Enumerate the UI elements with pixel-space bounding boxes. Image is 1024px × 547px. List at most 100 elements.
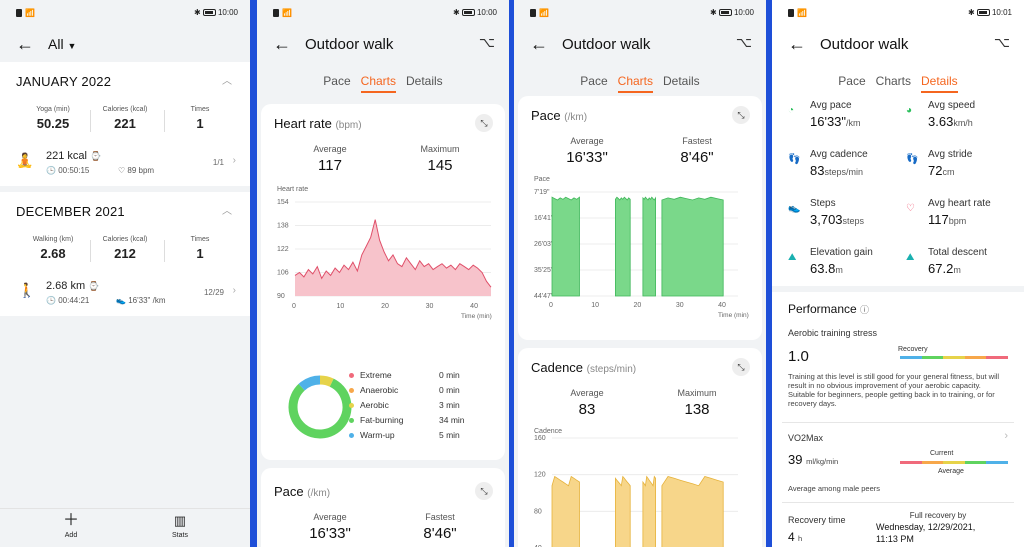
month-section-dec: DECEMBER 2021 ︿ Walking (km) 2.68 Calorie… <box>0 192 250 316</box>
full-recovery-date: Wednesday, 12/29/2021, <box>876 522 976 532</box>
metric-avg-cadence: 👣 Avg cadence 83steps/min <box>772 145 896 191</box>
metric-label: Total descent <box>928 247 987 258</box>
filter-dropdown[interactable]: All ▼ <box>48 36 76 52</box>
entry-duration: 🕒 00:50:15 <box>46 166 89 175</box>
zone-minutes: 0 min <box>439 385 460 395</box>
add-button[interactable]: ＋ Add <box>56 513 86 540</box>
tab-pace[interactable]: Pace <box>323 74 351 88</box>
share-icon[interactable]: ⌥ <box>735 34 752 50</box>
tab-details[interactable]: Details <box>406 74 443 88</box>
bluetooth-icon: ✱ <box>194 8 203 17</box>
zone-name: Anaerobic <box>360 385 399 395</box>
x-axis-title: Time (min) <box>718 312 749 319</box>
workout-entry[interactable]: 🚶 2.68 km ⌚ 🕒 00:44:21 👟 16'33" /km 12/2… <box>0 274 250 310</box>
zone-name: Fat-burning <box>360 415 404 425</box>
tab-details[interactable]: Details <box>921 74 958 93</box>
recovery-label: Recovery time <box>788 515 846 525</box>
stats-button[interactable]: ▥ Stats <box>165 513 195 539</box>
metric-unit: cm <box>942 167 955 177</box>
header: ← Outdoor walk <box>788 34 908 54</box>
expand-icon[interactable]: ⤡ <box>732 106 750 124</box>
watch-icon: ⌚ <box>90 151 102 161</box>
heart-rate-chart: Heart rate 154 138 122 106 90 0 10 20 30 40 Time (m… <box>277 186 492 320</box>
avg-stat: Average 117 <box>285 144 375 174</box>
stride-icon: 👣 <box>906 154 919 165</box>
x-axis-title: Time (min) <box>461 313 492 320</box>
scale-seg <box>900 461 922 464</box>
pace-card: Pace (/km) ⤡ Average 16'33" Fastest 8'46" <box>261 468 505 547</box>
pace-area-segment <box>551 196 580 297</box>
metric-label: Elevation gain <box>810 247 873 258</box>
zone-legend-row: Anaerobic 0 min <box>349 385 460 395</box>
x-tick-label: 30 <box>426 303 434 310</box>
tab-details[interactable]: Details <box>663 74 700 88</box>
footprints-icon: 👣 <box>788 154 801 165</box>
unit-text: (bpm) <box>335 120 362 131</box>
tab-pace[interactable]: Pace <box>838 74 866 88</box>
zone-slice-fat-burning <box>288 378 352 439</box>
share-icon[interactable]: ⌥ <box>478 34 495 50</box>
entry-main: 221 kcal ⌚ <box>46 150 101 162</box>
zone-minutes: 0 min <box>439 370 460 380</box>
tab-charts[interactable]: Charts <box>875 74 911 88</box>
y-tick-label: 120 <box>534 472 546 479</box>
collapse-icon[interactable]: ︿ <box>222 206 232 217</box>
unit-text: (steps/min) <box>586 364 637 375</box>
metric-label: Steps <box>810 198 836 209</box>
zone-legend-row: Aerobic 3 min <box>349 400 460 410</box>
y-tick-label: 44'47" <box>534 293 554 300</box>
y-tick-label: 122 <box>277 246 289 253</box>
metric-label: Avg pace <box>810 100 852 111</box>
pace-chart: Pace 7'19" 16'41" 26'03" 35'25" 44'47" 0 10 20 30… <box>534 176 749 319</box>
chevron-right-icon[interactable]: › <box>1004 430 1008 442</box>
average-tag: Average <box>938 468 964 475</box>
climb-icon: ⛰ <box>788 252 797 263</box>
metric-unit: bpm <box>948 216 967 226</box>
section-divider <box>772 286 1024 292</box>
bluetooth-icon: ✱ <box>710 8 719 17</box>
zone-slice-aerobic <box>319 375 334 387</box>
tab-charts[interactable]: Charts <box>617 74 653 93</box>
status-bar: 📶 ✱ 10:00 <box>273 8 497 20</box>
scale-seg <box>986 461 1008 464</box>
fastest-stat: Fastest 8'46" <box>652 136 742 166</box>
y-tick-label: 40 <box>534 545 542 547</box>
expand-icon[interactable]: ⤡ <box>475 482 493 500</box>
share-icon[interactable]: ⌥ <box>993 34 1010 50</box>
back-icon[interactable]: ← <box>788 34 806 54</box>
title-text: Pace <box>531 108 561 123</box>
collapse-icon[interactable]: ︿ <box>222 76 232 87</box>
stat-label: Average <box>313 512 347 522</box>
bar-chart-icon: ▥ <box>173 513 187 528</box>
summary-calories: Calories (kcal) 221 <box>90 106 160 131</box>
month-header: JANUARY 2022 <box>16 74 112 89</box>
y-tick-label: 7'19" <box>534 189 550 196</box>
info-icon[interactable]: ⓘ <box>860 305 870 315</box>
tab-pace[interactable]: Pace <box>580 74 608 88</box>
expand-icon[interactable]: ⤡ <box>732 358 750 376</box>
metric-avg-speed: ◕ Avg speed 3.63km/h <box>898 96 1022 142</box>
full-recovery-time: 11:13 PM <box>876 534 914 544</box>
zone-donut-chart <box>288 375 352 439</box>
scale-seg <box>943 356 965 359</box>
back-icon[interactable]: ← <box>16 34 34 54</box>
charts-screen-pace: 📶 ✱ 10:00 ← Outdoor walk ⌥ Pace Charts Deta… <box>514 0 766 547</box>
clock-icon: 🕒 <box>46 166 56 175</box>
y-tick-label: 138 <box>277 223 289 230</box>
entry-extra: 👟 16'33" /km <box>116 296 165 305</box>
expand-icon[interactable]: ⤡ <box>475 114 493 132</box>
x-tick-label: 30 <box>676 302 684 309</box>
back-icon[interactable]: ← <box>273 34 291 54</box>
card-title: Pace (/km) <box>274 484 330 499</box>
tab-charts[interactable]: Charts <box>360 74 396 93</box>
summary-yoga: Yoga (min) 50.25 <box>18 106 88 131</box>
yoga-icon: 🧘 <box>16 152 34 168</box>
back-icon[interactable]: ← <box>530 34 548 54</box>
workout-entry[interactable]: 🧘 221 kcal ⌚ 🕒 00:50:15 ♡ 89 bpm 1/1 › <box>0 144 250 180</box>
stat-label: Fastest <box>425 512 455 522</box>
chevron-right-icon: › <box>232 285 236 296</box>
x-tick-label: 40 <box>718 302 726 309</box>
sim-icon <box>530 8 536 17</box>
y-tick-label: 90 <box>277 293 285 300</box>
